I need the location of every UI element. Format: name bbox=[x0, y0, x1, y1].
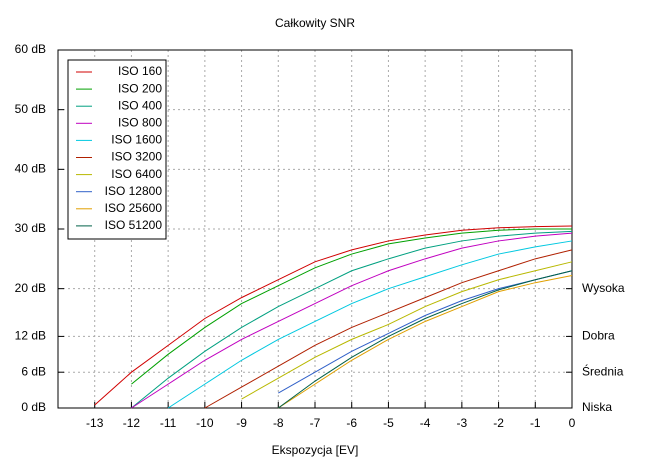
legend-label: ISO 1600 bbox=[111, 133, 162, 147]
x-tick-label: -8 bbox=[273, 416, 284, 430]
x-tick-label: -12 bbox=[123, 416, 141, 430]
y-tick-label: 12 dB bbox=[15, 329, 46, 343]
y-tick-label: 6 dB bbox=[21, 364, 46, 378]
x-tick-label: -4 bbox=[420, 416, 431, 430]
x-tick-label: -3 bbox=[457, 416, 468, 430]
legend-label: ISO 160 bbox=[118, 64, 162, 78]
y-tick-label: 20 dB bbox=[15, 281, 46, 295]
legend-label: ISO 3200 bbox=[111, 150, 162, 164]
y2-tick-label: Niska bbox=[582, 400, 612, 414]
series-line bbox=[131, 232, 573, 409]
x-tick-label: -6 bbox=[346, 416, 357, 430]
series-line bbox=[131, 230, 573, 409]
x-tick-label: -1 bbox=[530, 416, 541, 430]
x-tick-label: -13 bbox=[86, 416, 104, 430]
legend-label: ISO 6400 bbox=[111, 167, 162, 181]
y-tick-label: 0 dB bbox=[21, 400, 46, 414]
y2-tick-label: Dobra bbox=[582, 329, 615, 343]
legend-label: ISO 12800 bbox=[105, 184, 163, 198]
y2-tick-label: Wysoka bbox=[582, 281, 625, 295]
x-axis-label: Ekspozycja [EV] bbox=[272, 443, 359, 457]
y-tick-label: 60 dB bbox=[15, 42, 46, 56]
legend-label: ISO 800 bbox=[118, 115, 162, 129]
series-line bbox=[278, 275, 573, 409]
y-tick-label: 30 dB bbox=[15, 221, 46, 235]
legend-label: ISO 400 bbox=[118, 98, 162, 112]
x-tick-label: -2 bbox=[493, 416, 504, 430]
series-line bbox=[94, 225, 573, 406]
series-line bbox=[277, 270, 573, 409]
series-line bbox=[131, 228, 572, 385]
chart-title: Całkowity SNR bbox=[275, 16, 355, 30]
series-line bbox=[167, 240, 573, 409]
series-line bbox=[204, 249, 573, 409]
x-tick-label: -7 bbox=[310, 416, 321, 430]
x-tick-label: -5 bbox=[383, 416, 394, 430]
legend-label: ISO 25600 bbox=[105, 201, 163, 215]
x-tick-label: -9 bbox=[236, 416, 247, 430]
legend-label: ISO 51200 bbox=[105, 218, 163, 232]
x-tick-label: 0 bbox=[569, 416, 576, 430]
x-tick-label: -10 bbox=[196, 416, 214, 430]
series-line bbox=[241, 261, 573, 400]
x-tick-label: -11 bbox=[160, 416, 177, 430]
y-tick-label: 40 dB bbox=[15, 162, 46, 176]
y-tick-label: 50 dB bbox=[15, 102, 46, 116]
legend-label: ISO 200 bbox=[118, 81, 162, 95]
y2-tick-label: Średnia bbox=[582, 363, 624, 378]
